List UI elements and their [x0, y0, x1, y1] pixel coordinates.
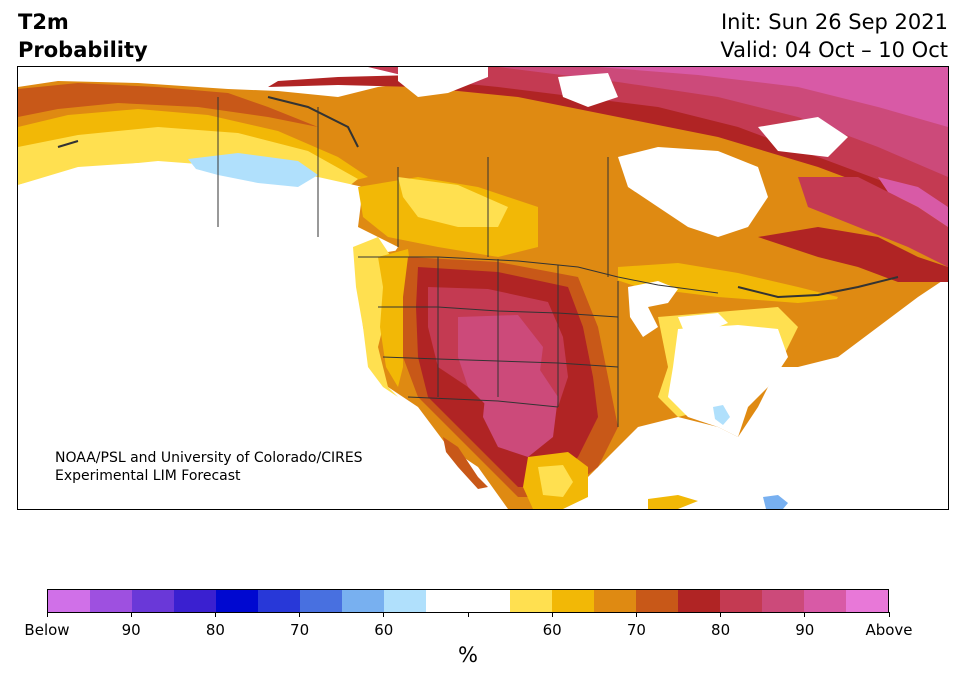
map-canvas — [18, 67, 948, 509]
title-line-1: T2m — [18, 10, 69, 34]
colorbar-cell — [846, 590, 888, 612]
colorbar-tick-label: Above — [865, 621, 913, 639]
arctic-water-1 — [398, 67, 488, 97]
east-us-white — [668, 325, 788, 437]
colorbar-tick-label: 80 — [711, 621, 731, 639]
colorbar-cell — [300, 590, 342, 612]
colorbar-cell — [762, 590, 804, 612]
colorbar-tick-mark — [214, 612, 216, 617]
cuba-blue — [763, 495, 788, 509]
cuba-yellow — [648, 495, 698, 509]
west-orange — [378, 249, 413, 387]
colorbar-cell — [804, 590, 846, 612]
colorbar-tick-label: 90 — [795, 621, 815, 639]
colorbar-cell — [636, 590, 678, 612]
colorbar-tick-mark — [467, 612, 469, 617]
probability-map — [17, 66, 949, 510]
alaska-light-blue — [188, 153, 318, 187]
colorbar-cell — [90, 590, 132, 612]
colorbar-tick-label: 70 — [290, 621, 310, 639]
credit-text: NOAA/PSL and University of Colorado/CIRE… — [55, 449, 363, 485]
alaska-orange-band — [18, 83, 318, 127]
florida-blue — [713, 405, 730, 425]
init-date: Init: Sun 26 Sep 2021 — [720, 10, 948, 34]
colorbar-tick-label: 60 — [542, 621, 562, 639]
colorbar-cell — [174, 590, 216, 612]
colorbar-tick-label: 60 — [374, 621, 394, 639]
baja-red — [443, 437, 488, 489]
colorbar-cell — [258, 590, 300, 612]
east-canada-red — [758, 227, 948, 282]
arctic-water-2 — [558, 73, 618, 107]
coastlines — [57, 96, 899, 299]
colorbar-tick-label: 70 — [626, 621, 646, 639]
valid-range: Valid: 04 Oct – 10 Oct — [720, 38, 948, 62]
prairie-light-yellow — [398, 177, 508, 227]
colorbar-tick-mark — [46, 612, 48, 617]
colorbar-cell — [216, 590, 258, 612]
colorbar-tick-label: 90 — [121, 621, 141, 639]
canada-magenta-band — [598, 67, 948, 127]
colorbar-tick-mark — [383, 612, 385, 617]
east-canada-magenta — [878, 177, 948, 227]
colorbar-tick-mark — [888, 612, 890, 617]
credit-line-2: Experimental LIM Forecast — [55, 468, 241, 484]
credit-line-1: NOAA/PSL and University of Colorado/CIRE… — [55, 450, 363, 466]
mexico-light-yellow — [538, 465, 573, 497]
texas-pink — [483, 367, 558, 457]
colorbar-cell — [594, 590, 636, 612]
colorbar-cell — [720, 590, 762, 612]
colorbar-cell — [342, 590, 384, 612]
colorbar-cell — [384, 590, 426, 612]
title-line-2: Probability — [18, 38, 148, 62]
colorbar-tick-mark — [720, 612, 722, 617]
colorbar-tick-mark — [551, 612, 553, 617]
colorbar-tick-mark — [635, 612, 637, 617]
colorbar-tick-mark — [299, 612, 301, 617]
colorbar-cell — [48, 590, 90, 612]
colorbar — [47, 589, 889, 613]
colorbar-cell — [468, 590, 510, 612]
colorbar-cell — [678, 590, 720, 612]
east-canada-pink — [798, 177, 948, 267]
colorbar-cell — [132, 590, 174, 612]
forecast-dates: Init: Sun 26 Sep 2021 Valid: 04 Oct – 10… — [720, 8, 948, 64]
colorbar-cell — [552, 590, 594, 612]
colorbar-tick-label: 80 — [205, 621, 225, 639]
colorbar-tick-label: Below — [24, 621, 70, 639]
colorbar-cell — [426, 590, 468, 612]
arctic-water-3 — [758, 117, 848, 157]
colorbar-cell — [510, 590, 552, 612]
colorbar-unit: % — [458, 643, 478, 667]
colorbar-tick-mark — [130, 612, 132, 617]
alaska-white-area — [18, 161, 398, 277]
colorbar-tick-mark — [804, 612, 806, 617]
great-lakes-water — [628, 281, 728, 337]
map-title: T2m Probability — [18, 8, 148, 64]
political-borders — [217, 97, 719, 427]
hudson-bay — [618, 147, 768, 237]
